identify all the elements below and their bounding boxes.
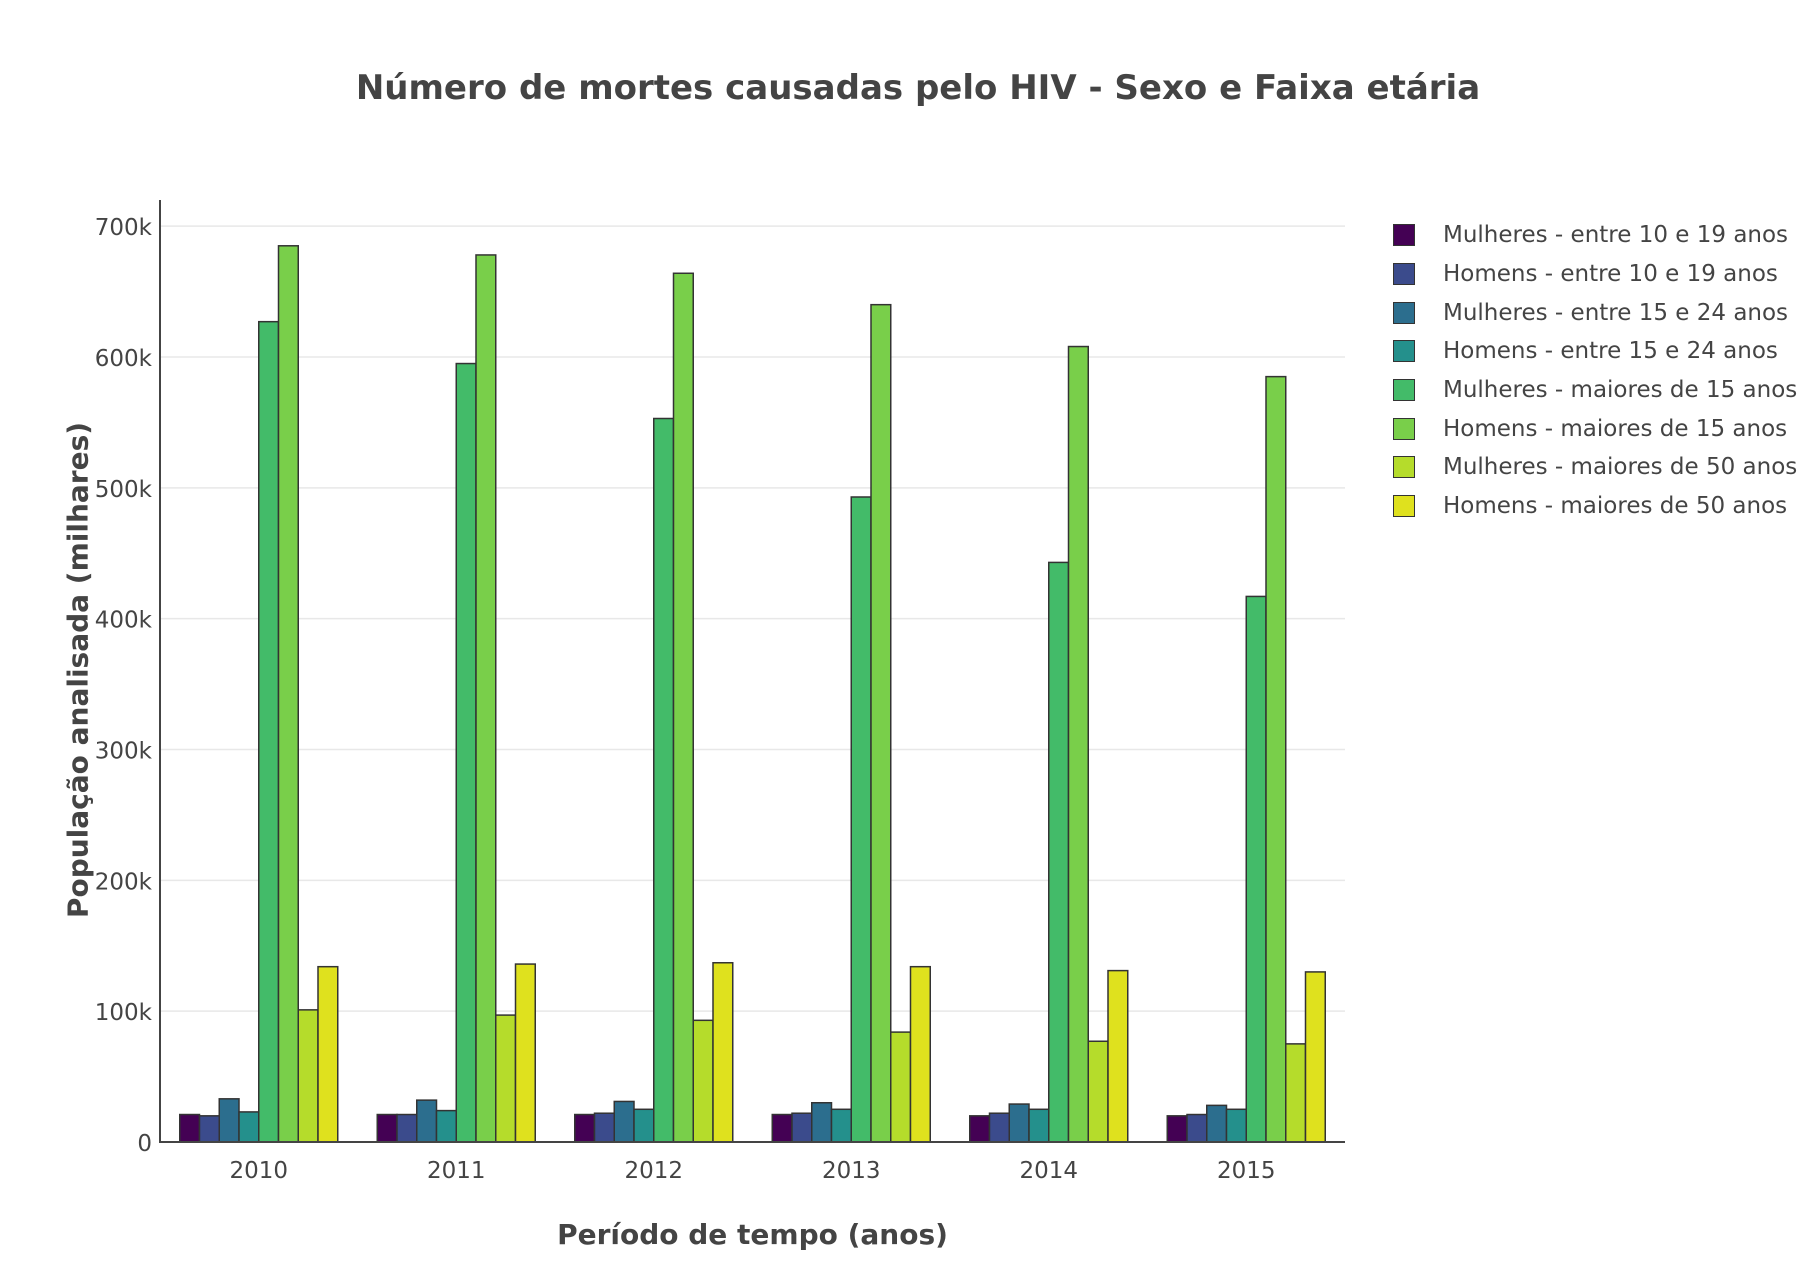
bar[interactable] <box>1166 1115 1188 1143</box>
bar[interactable] <box>850 496 872 1143</box>
bar[interactable] <box>890 1031 912 1143</box>
bar[interactable] <box>416 1099 438 1143</box>
legend-label: Homens - entre 15 e 24 anos <box>1443 338 1778 365</box>
bar[interactable] <box>1225 1108 1247 1143</box>
legend-item[interactable]: Mulheres - maiores de 15 anos <box>1393 371 1810 410</box>
bar[interactable] <box>870 303 892 1143</box>
bar[interactable] <box>712 962 734 1143</box>
bar[interactable] <box>317 965 339 1143</box>
bar[interactable] <box>771 1113 793 1143</box>
bar[interactable] <box>830 1108 852 1143</box>
bar[interactable] <box>297 1009 319 1143</box>
x-tick-label: 2014 <box>1019 1158 1078 1184</box>
bar[interactable] <box>1067 345 1089 1143</box>
bar[interactable] <box>1285 1043 1307 1143</box>
y-tick-label: 400k <box>95 608 153 634</box>
legend-label: Mulheres - entre 15 e 24 anos <box>1443 299 1789 326</box>
x-tick-label: 2012 <box>624 1158 683 1184</box>
x-axis-label: Período de tempo (anos) <box>557 1218 948 1251</box>
bar[interactable] <box>791 1112 813 1143</box>
bar[interactable] <box>672 272 694 1143</box>
bar[interactable] <box>1245 595 1267 1143</box>
bar[interactable] <box>969 1115 991 1143</box>
bar[interactable] <box>988 1112 1010 1143</box>
legend-swatch <box>1393 379 1415 402</box>
legend-item[interactable]: Mulheres - maiores de 50 anos <box>1393 448 1810 487</box>
y-tick-label: 700k <box>95 215 153 241</box>
bar[interactable] <box>514 963 536 1143</box>
bar[interactable] <box>455 362 477 1143</box>
bar[interactable] <box>613 1100 635 1143</box>
bar[interactable] <box>475 254 497 1143</box>
x-tick-label: 2010 <box>229 1158 288 1184</box>
bar[interactable] <box>1265 375 1287 1143</box>
legend-swatch <box>1393 456 1415 479</box>
axes: 0 100k 200k 300k 400k 500k 600k 700k 2010 2011 201… <box>95 200 1345 1184</box>
legend-swatch <box>1393 340 1415 363</box>
bar[interactable] <box>376 1113 398 1143</box>
legend-label: Mulheres - maiores de 50 anos <box>1443 454 1798 481</box>
legend-label: Mulheres - entre 10 e 19 anos <box>1443 222 1789 249</box>
legend-label: Homens - maiores de 15 anos <box>1443 415 1788 442</box>
bar[interactable] <box>396 1113 418 1143</box>
y-tick-label: 200k <box>95 869 153 895</box>
legend-swatch <box>1393 224 1415 247</box>
y-tick-label: 0 <box>137 1131 152 1157</box>
legend-label: Mulheres - maiores de 15 anos <box>1443 377 1798 404</box>
bars <box>179 245 1326 1143</box>
legend-item[interactable]: Homens - maiores de 15 anos <box>1393 409 1810 448</box>
y-tick-label: 100k <box>95 1000 153 1026</box>
legend-swatch <box>1393 263 1415 286</box>
bar[interactable] <box>1186 1113 1208 1143</box>
bar[interactable] <box>811 1102 833 1143</box>
bar[interactable] <box>574 1113 596 1143</box>
x-tick-label: 2015 <box>1217 1158 1276 1184</box>
legend-item[interactable]: Mulheres - entre 15 e 24 anos <box>1393 293 1810 332</box>
legend-item[interactable]: Homens - maiores de 50 anos <box>1393 487 1810 526</box>
bar[interactable] <box>1028 1108 1050 1143</box>
legend-label: Homens - entre 10 e 19 anos <box>1443 261 1778 288</box>
bar[interactable] <box>1304 971 1326 1143</box>
legend-item[interactable]: Mulheres - entre 10 e 19 anos <box>1393 216 1810 255</box>
legend-swatch <box>1393 495 1415 518</box>
bar[interactable] <box>633 1108 655 1143</box>
bar[interactable] <box>653 417 675 1143</box>
bar[interactable] <box>909 965 931 1143</box>
bar[interactable] <box>218 1098 240 1143</box>
bar[interactable] <box>277 245 299 1143</box>
chart-title: Número de mortes causadas pelo HIV - Sex… <box>355 68 1481 108</box>
legend-label: Homens - maiores de 50 anos <box>1443 493 1788 520</box>
legend-swatch <box>1393 417 1415 440</box>
bar[interactable] <box>258 320 280 1143</box>
y-tick-label: 600k <box>95 346 153 372</box>
bar[interactable] <box>179 1113 201 1143</box>
y-tick-label: 500k <box>95 477 153 503</box>
bar[interactable] <box>1008 1103 1030 1143</box>
bar[interactable] <box>198 1115 220 1143</box>
bar[interactable] <box>1087 1040 1109 1143</box>
bar[interactable] <box>238 1111 260 1143</box>
bar[interactable] <box>495 1014 517 1143</box>
y-axis-label: População analisada (milhares) <box>61 421 95 919</box>
legend-item[interactable]: Homens - entre 15 e 24 anos <box>1393 332 1810 371</box>
legend-item[interactable]: Homens - entre 10 e 19 anos <box>1393 255 1810 294</box>
gridlines <box>160 225 1345 1012</box>
bar[interactable] <box>435 1109 457 1143</box>
bar[interactable] <box>593 1112 615 1143</box>
legend-swatch <box>1393 301 1415 324</box>
legend: Mulheres - entre 10 e 19 anos Homens - en… <box>1393 216 1810 526</box>
bar[interactable] <box>692 1019 714 1143</box>
y-tick-label: 300k <box>95 739 153 765</box>
bar[interactable] <box>1206 1104 1228 1143</box>
bar[interactable] <box>1048 561 1070 1143</box>
x-tick-label: 2013 <box>822 1158 881 1184</box>
bar[interactable] <box>1107 969 1129 1143</box>
x-tick-label: 2011 <box>427 1158 486 1184</box>
